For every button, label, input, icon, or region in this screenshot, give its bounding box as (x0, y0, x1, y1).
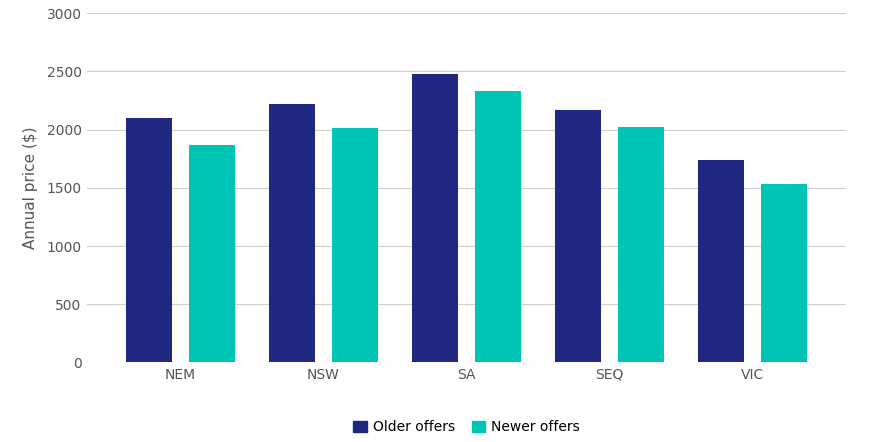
Y-axis label: Annual price ($): Annual price ($) (24, 126, 38, 249)
Bar (618, 127, 664, 362)
Bar (332, 129, 378, 362)
Legend: Older offers, Newer offers: Older offers, Newer offers (348, 415, 585, 440)
Bar (475, 91, 521, 362)
Bar (126, 118, 172, 362)
Bar (555, 110, 601, 362)
Bar (412, 74, 458, 362)
Bar (189, 145, 235, 362)
Bar (698, 160, 744, 362)
Bar (269, 104, 315, 362)
Bar (761, 184, 807, 362)
